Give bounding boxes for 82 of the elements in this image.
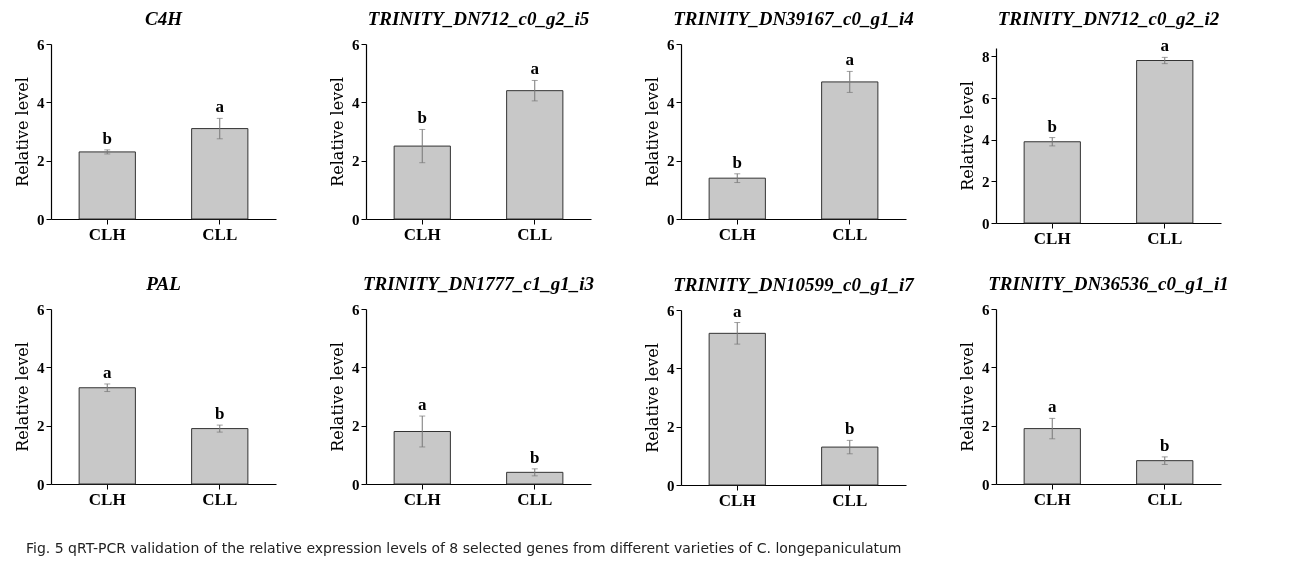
y-axis-title: Relative level: [958, 81, 977, 191]
y-axis-title: Relative level: [328, 77, 347, 187]
chart-title: TRINITY_DN36536_c0_g1_i1: [988, 273, 1229, 294]
y-tick-label: 6: [982, 90, 990, 107]
chart-title: C4H: [145, 8, 184, 29]
annotation: a: [418, 395, 427, 415]
annotation: a: [733, 301, 742, 321]
y-tick-label: 6: [352, 301, 360, 318]
caption: Fig. 5 qRT-PCR validation of the relative expression levels of 8 selected genes from different varieties of C. longepaniculatum: [26, 540, 903, 556]
y-tick-label: 2: [352, 153, 360, 170]
x-tick-label: CLL: [832, 224, 868, 244]
y-axis-title: Relative level: [643, 77, 662, 187]
chart-title: TRINITY_DN712_c0_g2_i5: [367, 8, 590, 29]
x-tick-label: CLL: [1147, 489, 1183, 509]
y-tick-label: 6: [37, 36, 45, 53]
chart-title: TRINITY_DN1777_c1_g1_i3: [362, 273, 595, 294]
annotation: b: [845, 419, 855, 439]
annotation: a: [1160, 36, 1170, 56]
annotation: a: [215, 97, 225, 117]
y-tick-label: 4: [37, 94, 45, 111]
y-axis-title: Relative level: [13, 342, 32, 452]
y-tick-label: 2: [667, 153, 675, 170]
y-axis-title: Relative level: [13, 77, 32, 187]
x-tick-label: CLH: [718, 224, 756, 244]
x-tick-label: CLH: [1033, 489, 1071, 509]
y-tick-label: 2: [667, 419, 675, 436]
y-tick-label: 4: [352, 359, 360, 376]
y-tick-label: 4: [982, 359, 990, 376]
y-tick-label: 0: [982, 215, 990, 232]
annotation: b: [530, 447, 540, 467]
chart-title: TRINITY_DN10599_c0_g1_i7: [673, 273, 916, 295]
y-tick-label: 2: [352, 418, 360, 435]
x-tick-label: CLH: [403, 489, 441, 509]
y-axis-title: Relative level: [958, 342, 977, 452]
x-tick-label: CLL: [517, 489, 553, 509]
y-tick-label: 4: [667, 94, 675, 111]
y-tick-label: 2: [37, 418, 45, 435]
y-tick-label: 0: [352, 211, 360, 228]
y-tick-label: 8: [982, 48, 990, 65]
y-tick-label: 6: [37, 301, 45, 318]
annotation: b: [1047, 116, 1057, 136]
chart-title: PAL: [145, 273, 181, 294]
x-tick-label: CLH: [88, 489, 126, 509]
x-tick-label: CLH: [718, 490, 756, 510]
annotation: a: [103, 362, 112, 382]
y-tick-label: 2: [37, 153, 45, 170]
y-tick-label: 0: [352, 476, 360, 493]
annotation: a: [1048, 397, 1057, 417]
x-tick-label: CLL: [202, 224, 238, 244]
y-tick-label: 4: [352, 94, 360, 111]
x-tick-label: CLL: [517, 224, 553, 244]
y-axis-title: Relative level: [328, 342, 347, 452]
y-tick-label: 0: [982, 476, 990, 493]
annotation: b: [215, 404, 225, 424]
x-tick-label: CLL: [1147, 228, 1183, 248]
annotation: b: [417, 108, 427, 128]
y-tick-label: 4: [667, 360, 675, 377]
x-tick-label: CLL: [832, 490, 868, 510]
annotation: b: [1160, 435, 1170, 455]
y-tick-label: 6: [667, 36, 675, 53]
y-tick-label: 0: [37, 476, 45, 493]
y-tick-label: 6: [667, 302, 675, 319]
y-tick-label: 0: [667, 211, 675, 228]
y-axis-title: Relative level: [643, 343, 662, 453]
y-tick-label: 6: [982, 301, 990, 318]
y-tick-label: 2: [982, 418, 990, 435]
x-tick-label: CLH: [88, 224, 126, 244]
y-tick-label: 0: [667, 477, 675, 494]
annotation: a: [845, 50, 855, 70]
x-tick-label: CLH: [403, 224, 441, 244]
chart-title: TRINITY_DN712_c0_g2_i2: [997, 8, 1220, 30]
annotation: b: [732, 152, 742, 172]
annotation: b: [102, 128, 112, 148]
chart-title: TRINITY_DN39167_c0_g1_i4: [673, 8, 914, 29]
x-tick-label: CLH: [1033, 228, 1071, 248]
y-tick-label: 4: [982, 132, 990, 149]
x-tick-label: CLL: [202, 489, 238, 509]
annotation: a: [530, 59, 540, 79]
y-tick-label: 6: [352, 36, 360, 53]
y-tick-label: 0: [37, 211, 45, 228]
y-tick-label: 4: [37, 359, 45, 376]
y-tick-label: 2: [982, 173, 990, 190]
